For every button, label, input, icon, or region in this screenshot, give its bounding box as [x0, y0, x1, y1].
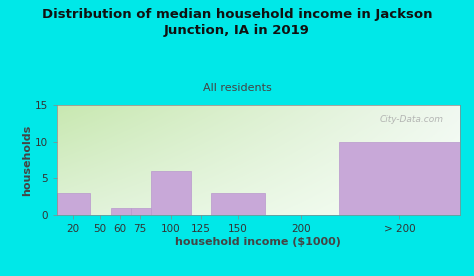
- Bar: [57, 193, 91, 215]
- Y-axis label: households: households: [22, 124, 32, 196]
- X-axis label: household income ($1000): household income ($1000): [175, 237, 341, 247]
- Bar: [151, 171, 191, 215]
- Bar: [110, 208, 131, 215]
- Bar: [131, 208, 151, 215]
- Text: City-Data.com: City-Data.com: [380, 115, 444, 124]
- Text: Distribution of median household income in Jackson
Junction, IA in 2019: Distribution of median household income …: [42, 8, 432, 37]
- Bar: [211, 193, 265, 215]
- Text: All residents: All residents: [202, 83, 272, 93]
- Bar: [339, 142, 460, 215]
